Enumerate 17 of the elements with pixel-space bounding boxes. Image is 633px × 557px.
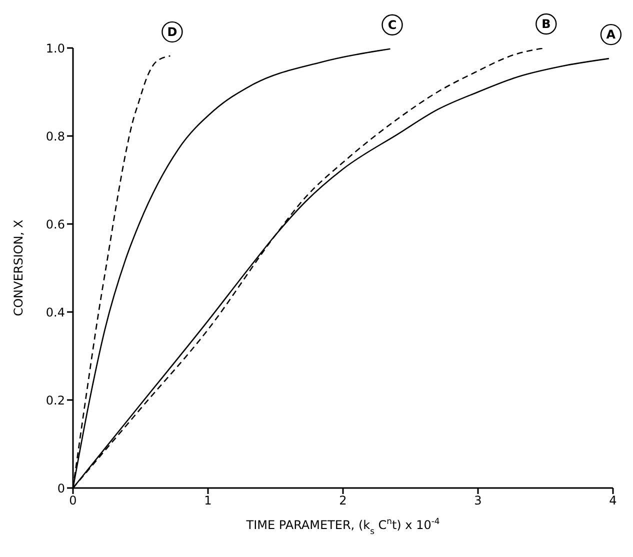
x-tick-label: 2 [339, 494, 347, 508]
y-tick-label: 0.4 [46, 305, 65, 320]
y-axis-title: CONVERSION, X [11, 220, 26, 316]
x-tick-label: 3 [474, 494, 482, 508]
series-label: D [167, 24, 178, 39]
y-tick-label: 0.2 [46, 393, 65, 408]
series-label: C [388, 18, 397, 32]
y-tick-label: 0 [57, 481, 65, 496]
x-tick-label: 1 [204, 494, 212, 508]
y-tick-label: 0.8 [46, 129, 65, 144]
y-tick-label: 0.6 [46, 217, 65, 232]
x-tick-label: 4 [609, 494, 617, 508]
series-label: A [606, 28, 616, 42]
y-tick-label: 1.0 [46, 41, 65, 56]
series-label: B [542, 17, 551, 31]
x-tick-label: 0 [69, 494, 77, 508]
x-axis-title: TIME PARAMETER, (k$_{s}$ C$^{n}$t) x 10$^{-4}$ [245, 516, 440, 536]
